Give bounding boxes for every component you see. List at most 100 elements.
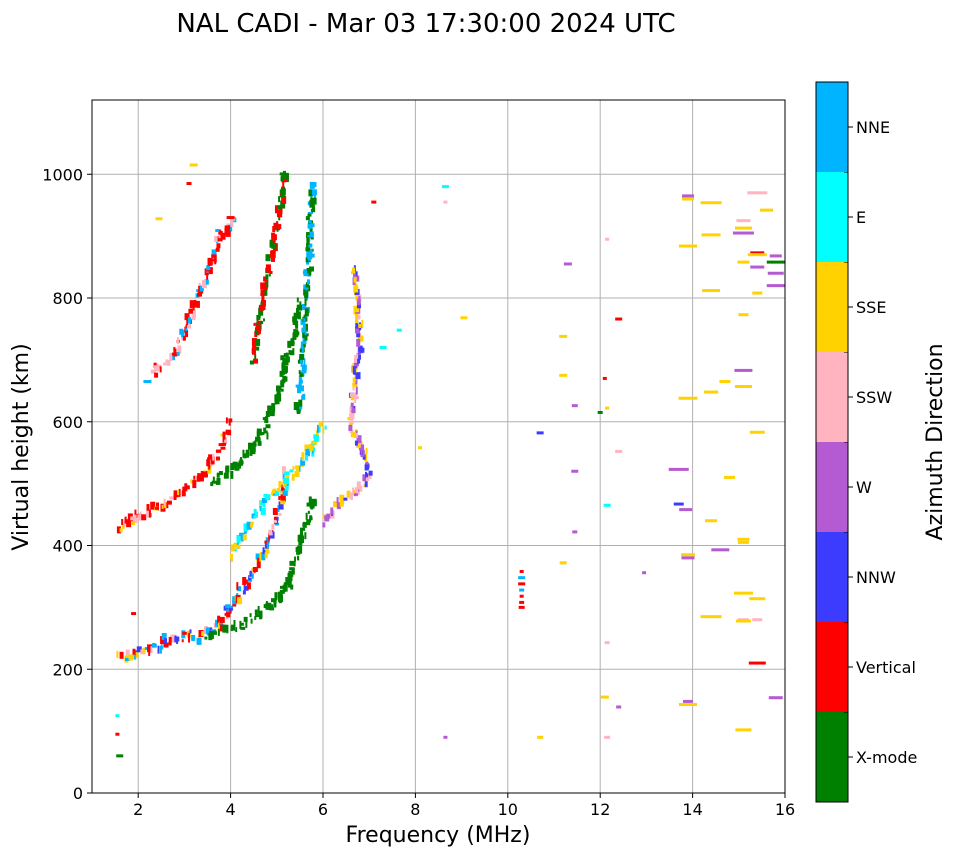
echo-point [355, 326, 361, 334]
echo-point [123, 518, 126, 527]
echo-point [124, 516, 127, 524]
echo-point [204, 636, 208, 640]
echo-point [196, 637, 202, 645]
echo-point [350, 271, 353, 275]
echo-point [137, 518, 140, 522]
echo-point [288, 350, 291, 355]
echo-point [355, 294, 358, 301]
echo-point [273, 519, 277, 523]
echo-point [304, 308, 309, 317]
echo-point [164, 638, 168, 645]
echo-point [309, 266, 315, 272]
echo-point [678, 396, 698, 400]
echo-point [259, 431, 265, 435]
echo-point [254, 609, 258, 615]
echo-point [214, 235, 220, 242]
echo-point [311, 253, 315, 258]
echo-point [131, 612, 137, 616]
echo-point [260, 507, 266, 515]
colorbar-frame [815, 81, 849, 803]
echo-point [351, 408, 356, 414]
echo-point [354, 440, 358, 446]
echo-point [309, 501, 315, 509]
echo-point [150, 646, 153, 654]
echo-point [441, 185, 449, 189]
echo-point [258, 307, 264, 316]
echo-point [364, 464, 368, 471]
echo-point [243, 616, 248, 622]
echo-point [364, 481, 368, 488]
echo-point [303, 358, 306, 366]
echo-point [379, 346, 387, 349]
echo-point [322, 522, 326, 528]
colorbar-swatch-x-mode [816, 712, 848, 802]
echo-point [121, 518, 124, 525]
echo-point [148, 509, 151, 518]
echo-point [280, 188, 286, 196]
echo-point [290, 584, 294, 590]
echo-point [250, 522, 254, 528]
echo-point [166, 359, 171, 366]
echo-point [257, 323, 261, 332]
echo-point [206, 275, 209, 282]
y-tick-label: 200 [52, 660, 83, 679]
echo-point [324, 425, 327, 430]
echo-point [309, 231, 314, 238]
echo-point [246, 521, 252, 530]
echo-point [161, 643, 164, 650]
echo-point [303, 284, 308, 290]
echo-point [184, 483, 188, 492]
echo-point [353, 493, 358, 497]
echo-point [181, 334, 184, 338]
echo-point [155, 506, 160, 510]
colorbar-swatch-ssw [816, 352, 848, 442]
echo-point [310, 211, 313, 215]
echo-point [279, 385, 282, 390]
echo-point [270, 253, 275, 262]
echo-point [228, 421, 231, 426]
echo-point [284, 483, 289, 491]
echo-point [236, 535, 241, 544]
echo-point [300, 357, 303, 364]
echo-point [177, 345, 182, 354]
echo-point [281, 383, 284, 387]
echo-point [268, 532, 273, 536]
echo-point [230, 470, 234, 479]
echo-point [304, 532, 307, 540]
echo-point [559, 373, 568, 377]
echo-point [217, 628, 220, 636]
echo-point [276, 224, 282, 230]
echo-point [189, 300, 195, 309]
echo-point [199, 285, 204, 292]
echo-point [290, 572, 293, 578]
echo-point [230, 544, 235, 552]
echo-point [216, 477, 221, 485]
echo-point [299, 353, 305, 360]
echo-point [305, 247, 310, 252]
echo-point [318, 425, 321, 433]
echo-point [278, 595, 284, 603]
echo-point [176, 636, 179, 644]
echo-point [274, 400, 280, 405]
echo-point [270, 598, 276, 603]
echo-point [182, 330, 185, 337]
echo-point [243, 453, 247, 459]
echo-point [154, 372, 159, 378]
echo-point [116, 754, 124, 758]
echo-point [213, 252, 216, 258]
echo-point [263, 430, 268, 434]
echo-point [226, 469, 229, 474]
echo-point [265, 537, 270, 543]
echo-point [311, 189, 317, 196]
echo-point [292, 348, 295, 356]
echo-point [217, 236, 223, 242]
echo-point [313, 447, 316, 453]
echo-point [261, 497, 267, 503]
echo-point [257, 440, 262, 446]
echo-point [352, 386, 355, 391]
echo-point [225, 417, 228, 424]
echo-point [289, 350, 294, 356]
echo-point [316, 424, 319, 433]
echo-point [352, 267, 356, 274]
